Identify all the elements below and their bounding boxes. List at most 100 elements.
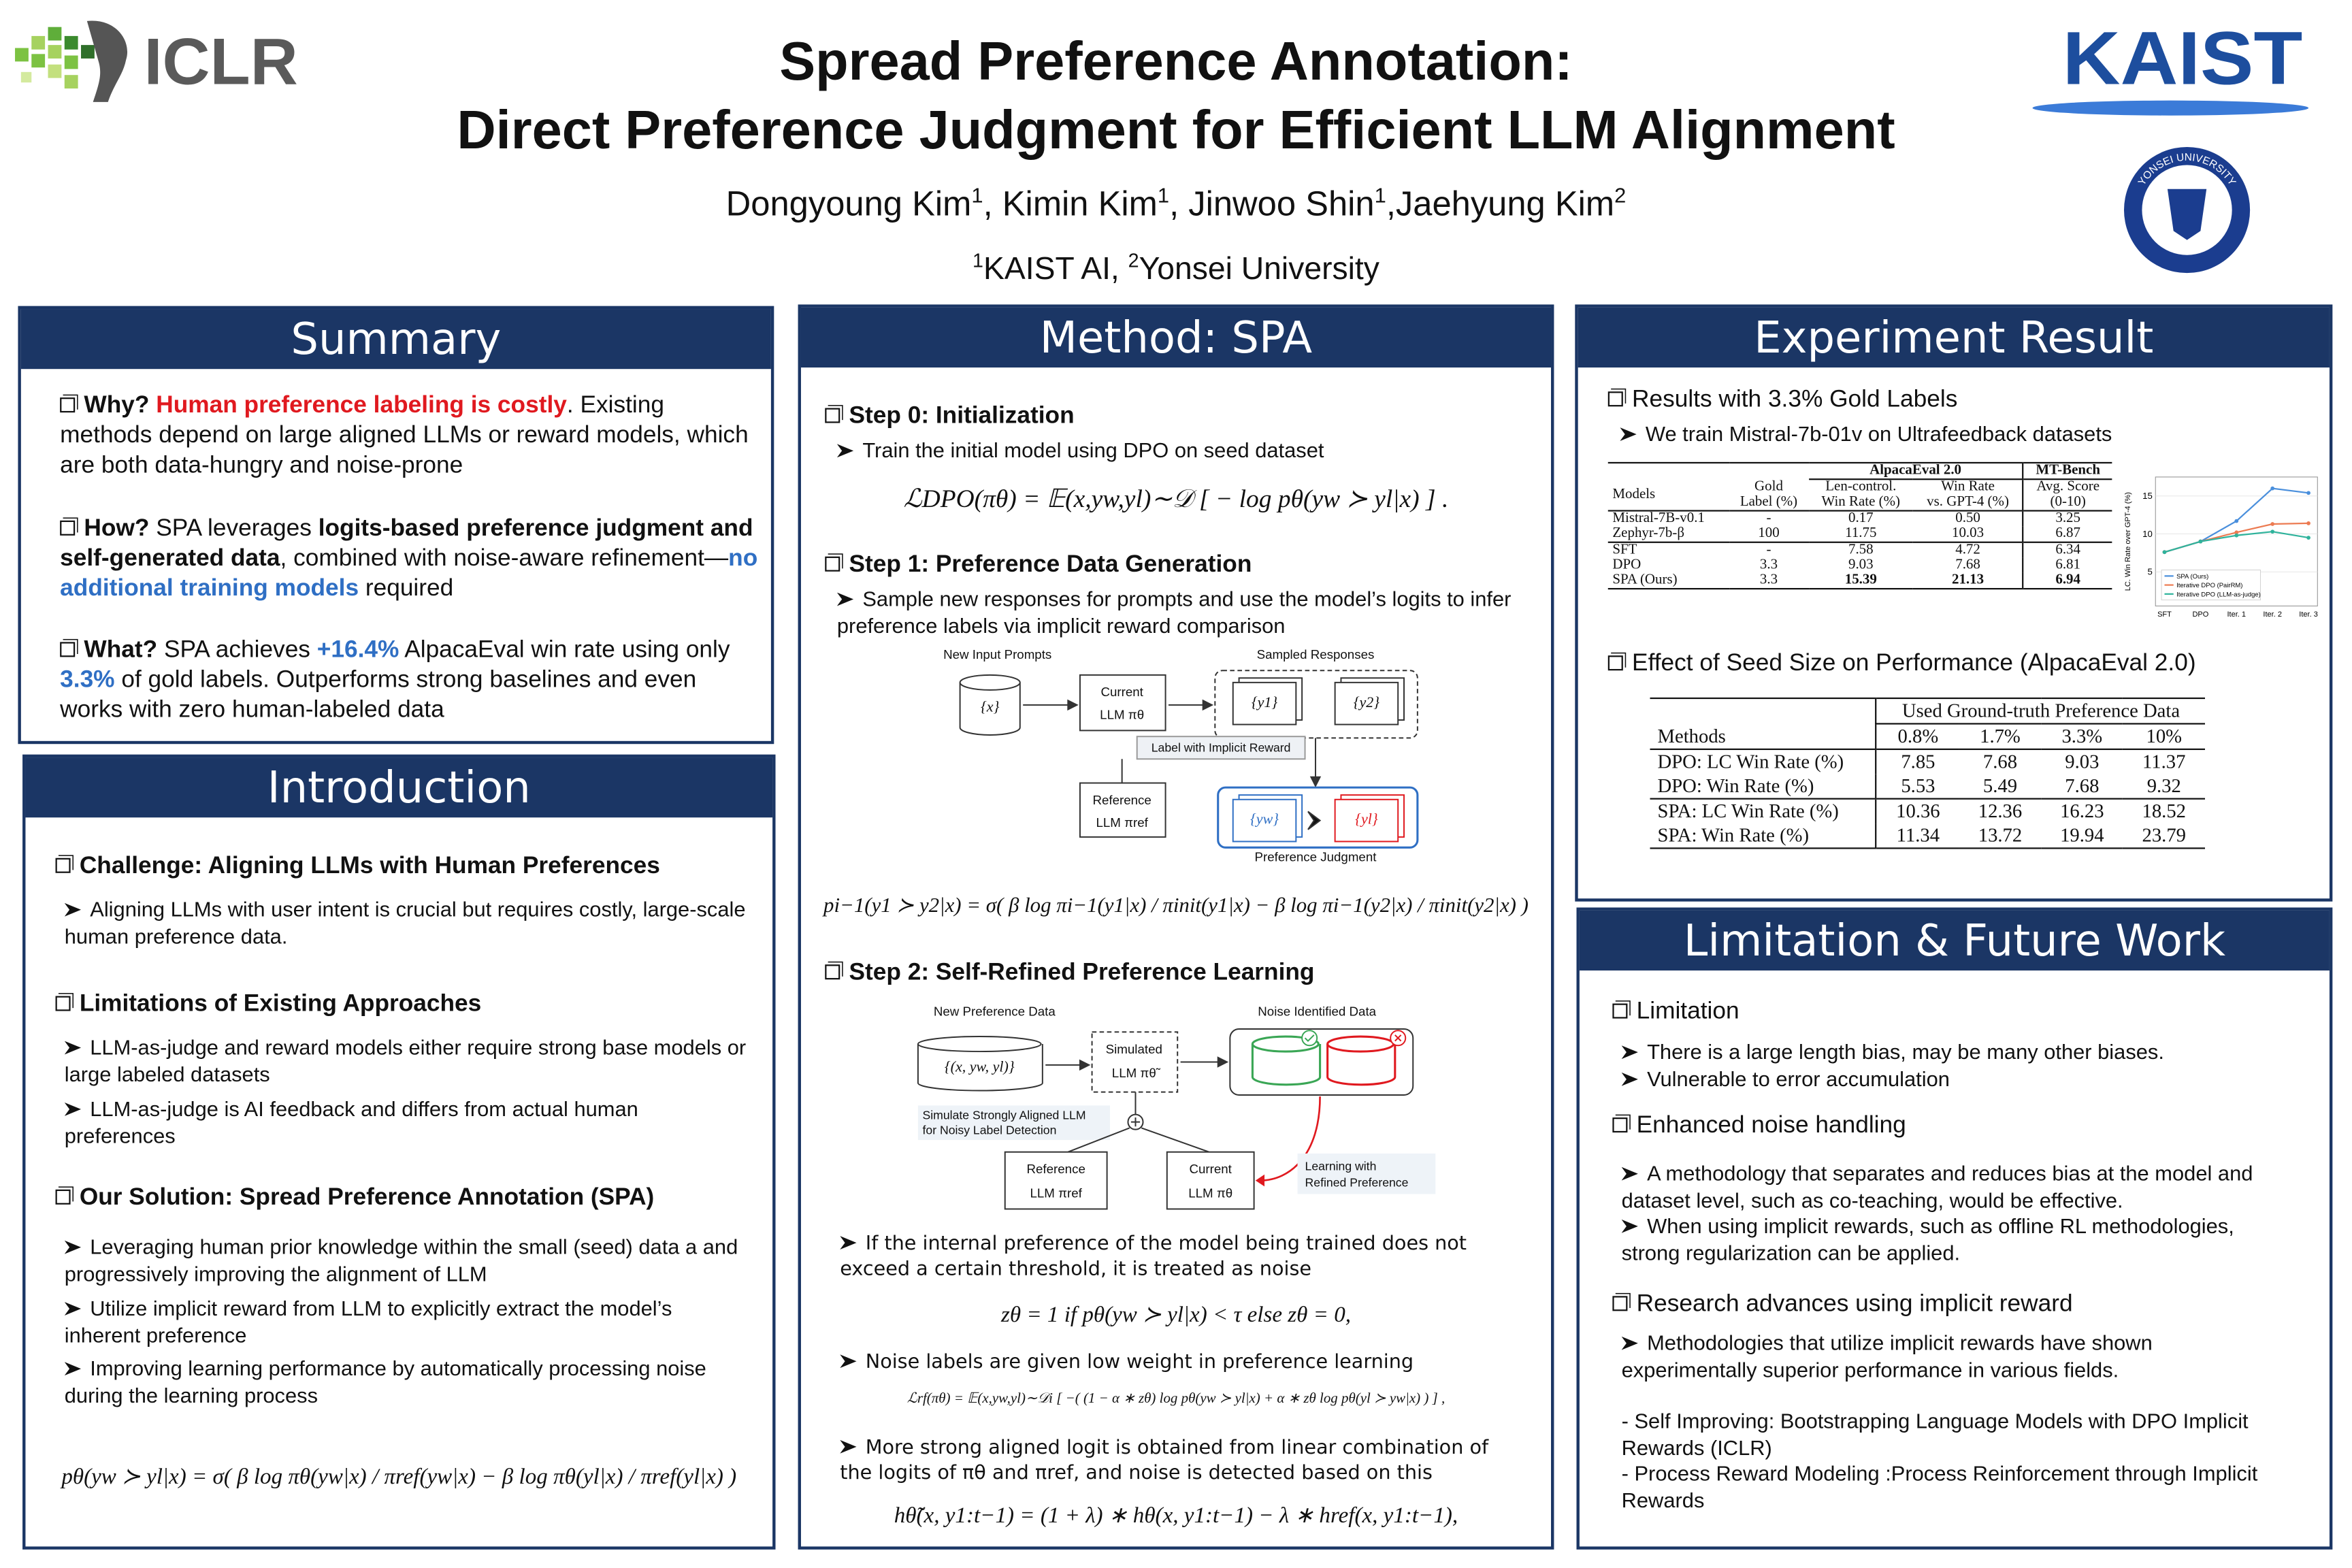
point: Noise labels are given low weight in pre…	[840, 1350, 1500, 1375]
table-row: DPO 3.3 9.03 7.68 6.81	[1608, 557, 2112, 573]
panel-heading: Summary	[20, 309, 771, 370]
title-text: Challenge: Aligning LLMs with Human Pref…	[79, 853, 660, 879]
arrow	[64, 1302, 82, 1316]
author: , Kimin Kim	[983, 184, 1158, 223]
x-tick-label: SFT	[2157, 610, 2172, 619]
cell: 10.03	[1951, 526, 1984, 542]
y-axis-label: LC. Win Rate over GPT-4 (%)	[2124, 492, 2132, 591]
introduction-panel: Introduction Challenge: Aligning LLMs wi…	[22, 754, 776, 1550]
x-tick-label: Iter. 3	[2299, 610, 2318, 619]
arrow	[1621, 1072, 1638, 1086]
title-line: Direct Preference Judgment for Efficient…	[457, 99, 1895, 161]
bullet	[55, 858, 71, 873]
cell: 0.50	[1955, 511, 1980, 527]
title: Spread Preference Annotation: Direct Pre…	[0, 27, 2352, 165]
iclr-logo: ICLR	[15, 20, 298, 102]
title-line: Spread Preference Annotation:	[779, 30, 1573, 92]
point: We train Mistral-7b-01v on Ultrafeedback…	[1620, 420, 2112, 447]
cell: -	[1766, 511, 1771, 527]
cell: 12.36	[1978, 799, 2023, 822]
point: More strong aligned logit is obtained fr…	[840, 1435, 1500, 1486]
point-text: Noise labels are given low weight in pre…	[865, 1351, 1414, 1374]
arrow	[836, 444, 854, 458]
results-table: AlpacaEval 2.0 MT-Bench Models Gold Label (…	[1607, 461, 2112, 590]
text: SPA achieves	[157, 637, 317, 664]
point-text: Improving learning performance by automa…	[64, 1356, 706, 1407]
logo-head	[86, 20, 128, 102]
reference: - Self Improving: Bootstrapping Language…	[1621, 1408, 2249, 1460]
point	[2270, 486, 2275, 491]
header-row: Methods 0.8% 1.7% 3.3% 10%	[1650, 723, 2206, 749]
point-text: Train the initial model using DPO on see…	[862, 438, 1324, 462]
point	[2270, 529, 2275, 534]
arrow	[1620, 427, 1637, 442]
cell: 100	[1758, 526, 1780, 542]
cell: DPO: Win Rate (%)	[1657, 774, 1814, 797]
title-text: Step 2: Self-Refined Preference Learning	[849, 960, 1315, 986]
point: There is a large length bias, may be man…	[1621, 1038, 2312, 1065]
arrow	[64, 1041, 82, 1055]
author-affil: 1	[1374, 182, 1386, 208]
point-text: Methodologies that utilize implicit rewa…	[1621, 1330, 2153, 1382]
table-head: AlpacaEval 2.0 MT-Bench Models Gold Label (…	[1607, 462, 2112, 511]
cell: 5.53	[1875, 774, 1959, 799]
cell: 13.72	[1978, 823, 2023, 847]
cell: 9.03	[2065, 750, 2100, 773]
point-text: LLM-as-judge and reward models either re…	[64, 1034, 747, 1086]
group-header: AlpacaEval 2.0	[1808, 462, 2023, 480]
y-tick-label: 15	[2142, 491, 2153, 501]
point-text: There is a large length bias, may be man…	[1647, 1039, 2164, 1064]
cell: 6.87	[2022, 526, 2112, 542]
equation: ℒDPO(πθ) = 𝔼(x,yw,yl)∼𝒟 [ − log pθ(yw ≻ …	[903, 484, 1449, 513]
equation: pi−1(y1 ≻ y2|x) = σ( β log πi−1(y1|x) / …	[823, 895, 1529, 918]
reference: - Process Reward Modeling :Process Reinf…	[1621, 1460, 2258, 1512]
limitation-panel: Limitation & Future Work Limitation Ther…	[1576, 907, 2333, 1550]
arrow	[836, 592, 854, 606]
bullet	[1612, 1003, 1628, 1019]
text: SPA leverages	[149, 516, 318, 542]
cell: 6.94	[2022, 572, 2112, 589]
cell: SFT	[1612, 542, 1637, 558]
column-header: Gold Label (%)	[1729, 479, 1809, 510]
logo-squares	[15, 27, 95, 89]
affiliations: 1KAIST AI, 2Yonsei University	[0, 249, 2352, 288]
experiment-panel: Experiment Result Results with 3.3% Gold…	[1575, 304, 2333, 902]
cell: 7.68	[2065, 774, 2100, 797]
header-line: Models	[1612, 487, 1656, 502]
cell: 23.79	[2142, 823, 2187, 847]
point	[2306, 521, 2310, 525]
cell: Mistral-7B-v0.1	[1612, 511, 1705, 527]
author: ,Jaehyung Kim	[1386, 184, 1615, 223]
panel-heading: Limitation & Future Work	[1579, 910, 2330, 971]
table-body: Mistral-7B-v0.1 - 0.17 0.50 3.25 Zephyr-7b-β 1…	[1607, 510, 2112, 589]
point: Leveraging human prior knowledge within …	[64, 1233, 740, 1287]
title-text: Effect of Seed Size on Performance (Alpa…	[1632, 651, 2196, 677]
highlight: Human preference labeling is costly	[156, 393, 567, 419]
cell: 7.58	[1848, 542, 1874, 558]
kaist-swoosh	[2032, 100, 2309, 116]
legend-box	[2161, 570, 2261, 601]
point: LLM-as-judge is AI feedback and differs …	[64, 1095, 725, 1149]
affil-name: KAIST AI,	[983, 252, 1128, 287]
header-line: Gold	[1754, 479, 1783, 495]
header-line: vs. GPT-4 (%)	[1927, 495, 2009, 510]
win-rate-chart: LC. Win Rate over GPT-4 (%) 5 10 15 SFT DPO It…	[2124, 476, 2318, 619]
arrow	[1621, 1336, 1638, 1350]
bullet	[55, 1189, 71, 1205]
group-header: Used Ground-truth Preference Data	[1875, 698, 2206, 725]
section-title: Enhanced noise handling	[1612, 1111, 1906, 1141]
emphasis: logits-based preference judgment and sel…	[60, 516, 753, 572]
equation: hθ̃(x, y1:t−1) = (1 + λ) ∗ hθ(x, y1:t−1)…	[894, 1504, 1458, 1529]
iclr-text: ICLR	[144, 24, 298, 98]
cell: 19.94	[2060, 823, 2104, 847]
affil-name: Yonsei University	[1139, 252, 1379, 287]
column-header: 0.8%	[1875, 723, 1959, 749]
point	[2270, 522, 2275, 526]
step-title: Step 2: Self-Refined Preference Learning	[825, 958, 1314, 988]
table-body: DPO: LC Win Rate (%) 7.85 7.68 9.03 11.37 DPO…	[1650, 749, 2206, 849]
point-text: Sample new responses for prompts and use…	[836, 586, 1512, 638]
highlight: +16.4%	[316, 637, 399, 664]
section-title: Effect of Seed Size on Performance (Alpa…	[1607, 649, 2196, 679]
highlight: no additional training models	[60, 546, 758, 602]
